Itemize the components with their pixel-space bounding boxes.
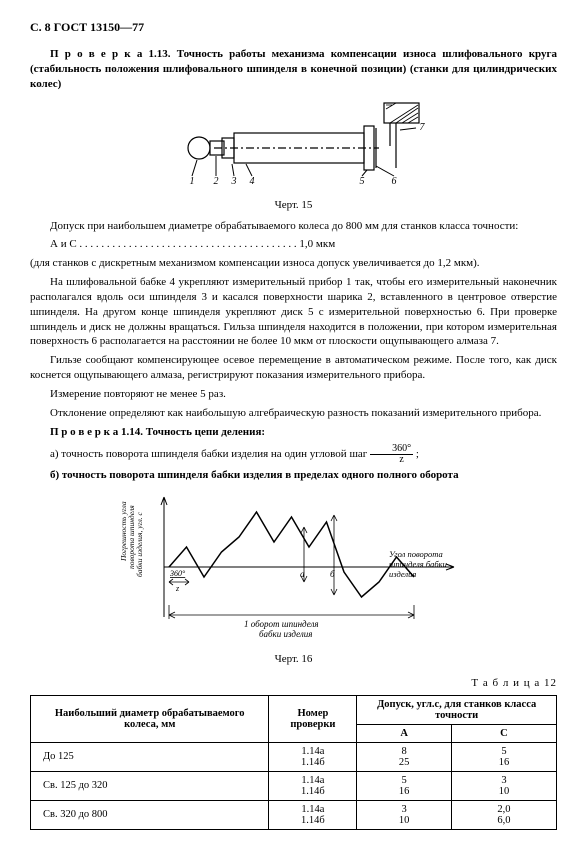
table-subhead-c: С: [451, 724, 556, 742]
svg-text:4: 4: [249, 176, 254, 187]
svg-text:7: 7: [419, 122, 425, 133]
procedure-p7: Отклонение определяют как наибольшую алг…: [30, 406, 557, 421]
svg-text:изделия: изделия: [389, 569, 416, 579]
table-12-title: Т а б л и ц а 12: [30, 677, 557, 689]
table-subhead-a: А: [357, 724, 452, 742]
table-12: Наибольший диаметр обрабатываемого колес…: [30, 695, 557, 830]
svg-text:3: 3: [230, 176, 236, 187]
svg-text:360°: 360°: [169, 569, 186, 578]
table-head-tolerance: Допуск, угл.с, для станков класса точнос…: [357, 695, 557, 724]
figure-16: Погрешность угла поворота шпинделя бабки…: [114, 487, 474, 647]
figure-15-caption: Черт. 15: [30, 199, 557, 211]
svg-text:шпинделя бабки: шпинделя бабки: [389, 559, 447, 569]
svg-text:Угол поворота: Угол поворота: [389, 549, 443, 559]
svg-text:1 оборот шпинделя: 1 оборот шпинделя: [244, 619, 319, 629]
tolerance-intro: Допуск при наибольшем диаметре обрабатыв…: [30, 219, 557, 234]
table-head-check: Номер проверки: [269, 695, 357, 742]
svg-text:5: 5: [359, 176, 364, 187]
document-page: С. 8 ГОСТ 13150—77 П р о в е р к а 1.13.…: [0, 0, 587, 850]
figure-15: 1 2 3 4 5 6 7: [144, 98, 444, 193]
svg-text:1: 1: [189, 176, 194, 187]
tolerance-note: (для станков с дискретным механизмом ком…: [30, 256, 557, 271]
check-1-14-title: П р о в е р к а 1.14. Точность цепи деле…: [30, 425, 557, 440]
page-header: С. 8 ГОСТ 13150—77: [30, 20, 557, 35]
svg-text:z: z: [175, 584, 180, 593]
fraction-360-z: 360° z: [370, 444, 413, 465]
procedure-p5: Гильзе сообщают компенсирующее осевое пе…: [30, 353, 557, 383]
procedure-p6: Измерение повторяют не менее 5 раз.: [30, 387, 557, 402]
check-1-14-item-b: б) точность поворота шпинделя бабки изде…: [30, 469, 557, 481]
procedure-p4: На шлифовальной бабке 4 укрепляют измери…: [30, 275, 557, 349]
svg-text:а: а: [300, 569, 305, 579]
svg-text:6: 6: [391, 176, 396, 187]
table-row: Св. 125 до 3201.14а1.14б516310: [31, 771, 557, 800]
table-row: До 1251.14а1.14б825516: [31, 742, 557, 771]
svg-text:2: 2: [213, 176, 218, 187]
check-1-14-item-a: а) точность поворота шпинделя бабки изде…: [30, 444, 557, 465]
svg-text:бабки изделия, угл. с: бабки изделия, угл. с: [135, 511, 144, 576]
svg-text:б: б: [330, 569, 335, 579]
table-head-diameter: Наибольший диаметр обрабатываемого колес…: [31, 695, 269, 742]
tolerance-ac-line: А и С . . . . . . . . . . . . . . . . . …: [30, 237, 557, 252]
svg-text:бабки изделия: бабки изделия: [259, 629, 312, 639]
check-1-13-title: П р о в е р к а 1.13. Точность работы ме…: [30, 47, 557, 92]
figure-16-caption: Черт. 16: [30, 653, 557, 665]
